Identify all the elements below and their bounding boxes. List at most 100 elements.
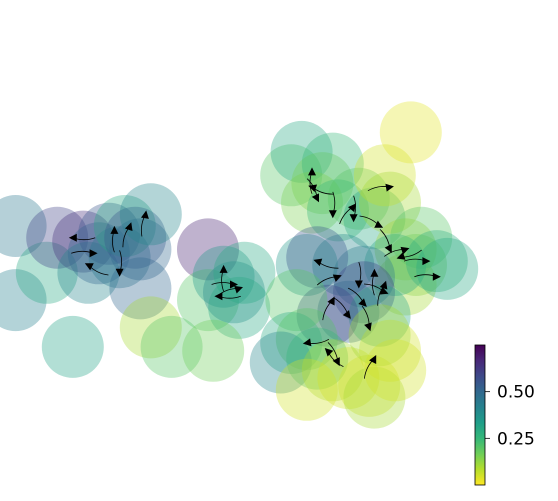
scatter-point [88,226,151,289]
scatter-point [182,319,245,382]
velocity-arrow [370,268,379,277]
scatter-point [286,327,349,390]
velocity-arrow [313,258,323,267]
velocity-arrow [219,264,228,273]
scatter-points-layer [0,101,479,429]
scatter-point [203,261,265,324]
velocity-arrow [230,280,238,289]
scatter-point [109,218,172,281]
colorbar: 0.25 0.50 [474,344,535,486]
scatter-point [416,237,479,300]
velocity-arrow [124,222,133,232]
scatter-point [348,304,411,367]
colorbar-tick-label: 0.50 [497,383,535,403]
scatter-point [119,296,182,359]
scatter-point [104,206,167,269]
scatter-point [57,241,120,304]
scatter-point [286,226,349,289]
velocity-arrow [115,268,124,277]
scatter-point [15,241,78,304]
velocity-arrow [110,225,119,234]
scatter-point [270,120,333,183]
scatter-point [0,195,47,257]
velocity-arrow [379,287,389,295]
scatter-point [177,269,239,332]
scatter-point [140,315,203,378]
scatter-point [275,308,338,371]
scatter-point [119,183,182,246]
velocity-arrow [234,285,243,294]
velocity-arrow [349,214,358,223]
velocity-arrow [308,184,318,193]
scatter-point [307,179,369,242]
scatter-point [364,339,427,402]
scatter-point [208,276,271,339]
velocity-arrow [214,292,223,301]
scatter-point [327,167,390,230]
velocity-arrow [332,357,340,367]
scatter-point [260,144,323,207]
velocity-arrow [140,210,149,219]
scatter-point [291,152,354,215]
scatter-point [405,230,468,293]
scatter-point [359,319,421,382]
scatter-point [353,144,416,207]
scatter-point [93,195,156,257]
scatter-point [338,354,401,417]
velocity-arrow [302,338,312,347]
scatter-point [374,253,437,316]
velocity-arrow [332,274,342,282]
scatter-point [52,210,115,273]
velocity-arrow [364,322,372,332]
scatter-point [249,331,312,394]
scatter-point [333,261,395,324]
scatter-point [41,315,104,378]
scatter-point [67,222,130,285]
velocity-arrow [369,355,377,364]
scatter-point [364,234,427,296]
scatter-point [109,257,172,320]
velocity-arrow [358,298,367,307]
scatter-point [0,269,47,332]
scatter-point [177,218,239,281]
velocity-arrow [422,257,431,266]
velocity-arrow [308,167,316,176]
scatter-point [301,339,364,402]
velocity-arrow [374,220,384,228]
colorbar-tick-label: 0.25 [497,429,535,449]
colorbar-ticks: 0.25 0.50 [485,383,535,449]
velocity-arrow [342,310,351,319]
velocity-arrow [385,183,394,192]
velocity-arrow [379,280,388,290]
scatter-point [281,171,343,234]
colorbar-fill [475,345,485,485]
scatter-point [296,284,359,347]
scatter-point [359,171,421,234]
velocity-arrow [354,280,363,289]
velocity-arrow [396,252,406,260]
scatter-point [343,187,406,250]
scatter-point [275,358,338,421]
scatter-point [265,269,328,332]
scatter-point [390,206,453,269]
scatter-point [275,234,338,296]
velocity-arrow [384,244,392,253]
scatter-point [343,366,406,429]
velocity-arrow [347,203,357,213]
scatter-point [260,312,323,374]
scatter-point [213,241,276,304]
scatter-point [379,101,442,164]
velocity-stream-layer [71,171,437,379]
velocity-arrow [84,263,94,271]
scatter-point [78,202,141,265]
scatter-point [301,132,364,195]
velocity-arrow [311,193,319,203]
scatter-point [333,245,395,308]
velocity-arrows-layer [68,167,441,367]
velocity-arrow [328,210,337,219]
velocity-arrow [327,296,335,306]
velocity-arrow [432,272,441,281]
colorbar-frame [474,344,486,486]
scatter-point [317,347,380,410]
